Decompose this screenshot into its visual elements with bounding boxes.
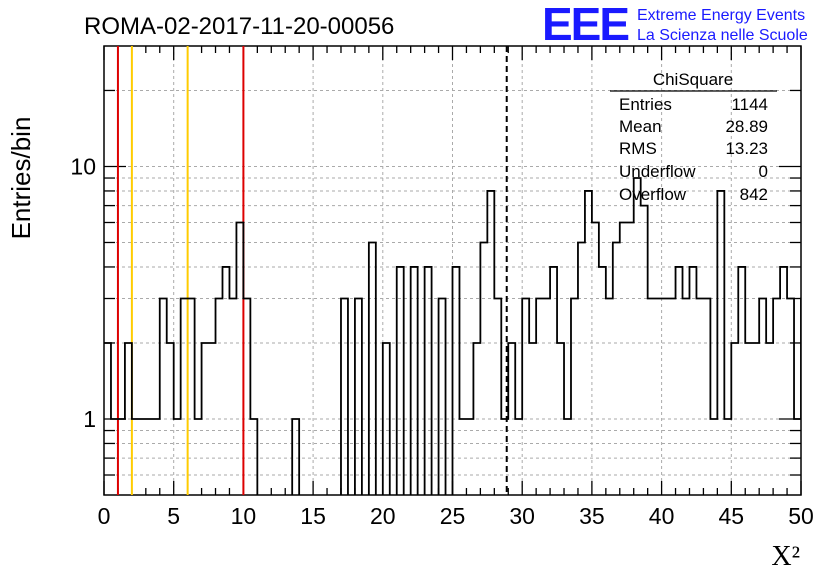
histogram-bin xyxy=(620,222,627,495)
histogram-bin xyxy=(494,299,501,495)
histogram-bin xyxy=(397,267,404,495)
marker-lines xyxy=(116,46,508,495)
histogram-bin xyxy=(683,299,690,495)
stats-label-underflow: Underflow xyxy=(619,162,696,181)
y-tick-label: 1 xyxy=(83,406,96,432)
histogram-bin xyxy=(571,299,578,495)
histogram-bin xyxy=(696,299,703,495)
histogram-bin xyxy=(773,299,780,495)
histogram-bin xyxy=(822,299,829,495)
histogram-bin xyxy=(480,242,487,495)
histogram-bin xyxy=(216,299,223,495)
logo-line-2: La Scienza nelle Scuole xyxy=(637,27,808,44)
histogram-bin xyxy=(787,299,794,495)
histogram-bin xyxy=(703,299,710,495)
histogram-bin xyxy=(592,222,599,495)
stats-value-underflow: 0 xyxy=(759,162,768,181)
stats-title: ChiSquare xyxy=(653,70,733,89)
x-tick-label: 30 xyxy=(509,503,535,529)
histogram-bin xyxy=(236,222,243,495)
histogram-bin xyxy=(188,299,195,495)
x-tick-label: 50 xyxy=(788,503,814,529)
stats-value-mean: 28.89 xyxy=(725,117,768,136)
histogram-bin xyxy=(613,242,620,495)
stats-label-entries: Entries xyxy=(619,95,672,114)
histogram-bin xyxy=(738,267,745,495)
histogram-bin xyxy=(662,299,669,495)
x-tick-label: 15 xyxy=(300,503,326,529)
chart-title: ROMA-02-2017-11-20-00056 xyxy=(84,13,394,40)
stats-value-entries: 1144 xyxy=(731,95,768,114)
histogram-bin xyxy=(222,267,229,495)
histogram-bin xyxy=(550,267,557,495)
histogram-outline xyxy=(104,177,801,495)
histogram-bin xyxy=(808,267,815,495)
histogram-bin xyxy=(229,299,236,495)
histogram-bin xyxy=(536,299,543,495)
x-tick-label: 0 xyxy=(98,503,111,529)
x-tick-labels: 0 5 10 15 20 25 30 35 40 45 50 xyxy=(98,503,814,529)
x-tick-label: 20 xyxy=(370,503,396,529)
histogram-bin xyxy=(676,267,683,495)
x-tick-label: 10 xyxy=(231,503,257,529)
stats-label-mean: Mean xyxy=(619,117,662,136)
histogram-bin xyxy=(815,343,822,495)
x-tick-label: 25 xyxy=(440,503,466,529)
logo-line-1: Extreme Energy Events xyxy=(637,7,805,24)
x-axis-label: X² xyxy=(771,541,800,572)
histogram-bin xyxy=(453,267,460,495)
histogram-bin xyxy=(439,299,446,495)
y-tick-label: 10 xyxy=(70,153,96,179)
stats-value-rms: 13.23 xyxy=(725,139,768,158)
histogram-bin xyxy=(648,299,655,495)
x-tick-label: 35 xyxy=(579,503,605,529)
histogram-bin xyxy=(801,299,808,495)
stats-box: ChiSquare Entries 1144 Mean 28.89 RMS 13… xyxy=(610,70,777,204)
histogram-bin xyxy=(543,299,550,495)
histogram-bin xyxy=(829,299,836,495)
histogram-bin xyxy=(669,299,676,495)
histogram-bin xyxy=(369,242,376,495)
histogram-bin xyxy=(606,299,613,495)
histogram-bin xyxy=(759,299,766,495)
histogram-bin xyxy=(689,267,696,495)
x-tick-label: 45 xyxy=(719,503,745,529)
histogram-bin xyxy=(160,299,167,495)
eee-logo: EEE xyxy=(542,0,628,50)
histogram-bin xyxy=(578,242,585,495)
x-tick-label: 5 xyxy=(167,503,180,529)
histogram-bin xyxy=(655,299,662,495)
x-tick-label: 40 xyxy=(649,503,675,529)
histogram-bin xyxy=(627,222,634,495)
histogram-bin xyxy=(634,178,641,495)
stats-label-rms: RMS xyxy=(619,139,657,158)
stats-value-overflow: 842 xyxy=(740,185,768,204)
histogram-bin xyxy=(599,267,606,495)
stats-label-overflow: Overflow xyxy=(619,185,687,204)
histogram-bin xyxy=(411,267,418,495)
histogram-bins xyxy=(104,178,836,495)
histogram-bin xyxy=(181,299,188,495)
histogram-bin xyxy=(425,267,432,495)
y-axis-label: Entries/bin xyxy=(6,117,36,240)
histogram-bin xyxy=(522,299,529,495)
histogram-bin xyxy=(641,206,648,495)
y-tick-labels: 1 10 xyxy=(70,153,96,432)
histogram-bin xyxy=(355,299,362,495)
histogram-bin xyxy=(243,299,250,495)
histogram-bin xyxy=(780,267,787,495)
histogram-bin xyxy=(341,299,348,495)
